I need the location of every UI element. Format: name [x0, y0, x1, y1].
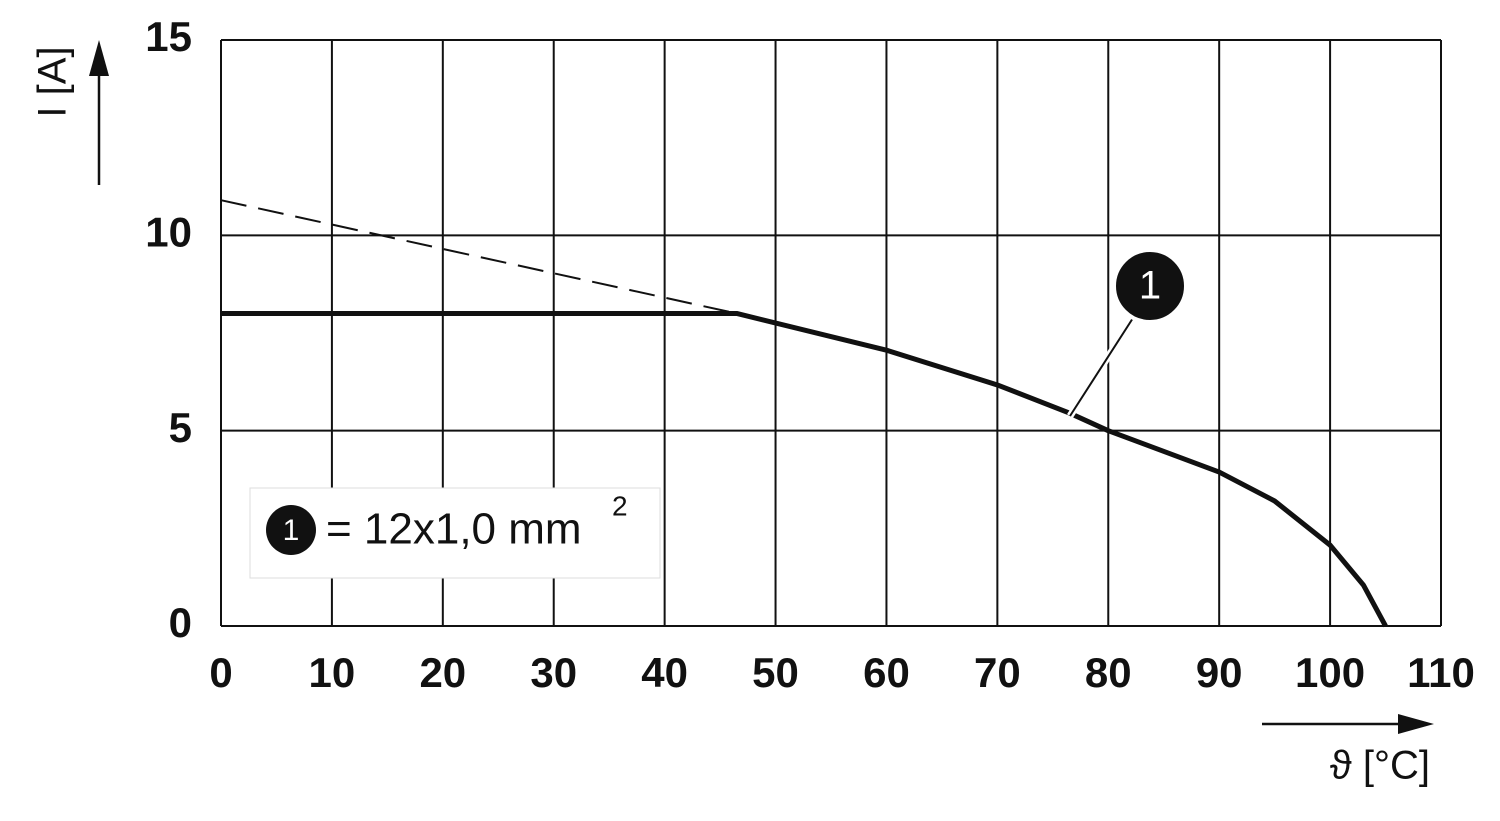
- x-axis-label: ϑ [°C]: [1330, 744, 1430, 788]
- y-tick-label: 10: [145, 208, 192, 255]
- x-tick-label: 100: [1295, 649, 1365, 696]
- legend-superscript: 2: [612, 490, 628, 521]
- x-tick-label: 60: [863, 649, 910, 696]
- y-axis-label: I [A]: [31, 46, 75, 117]
- derating-curve: [221, 310, 1388, 628]
- y-tick-label: 5: [169, 404, 192, 451]
- legend-marker: [266, 505, 316, 555]
- x-tick-label: 0: [209, 649, 232, 696]
- callout-leader: [1069, 317, 1134, 417]
- legend-box: [249, 487, 661, 579]
- callout-label: 1: [1139, 264, 1161, 308]
- y-axis-arrowhead: [89, 40, 109, 76]
- x-tick-label: 20: [419, 649, 466, 696]
- x-tick-label: 30: [530, 649, 577, 696]
- x-axis-arrowhead: [1398, 714, 1434, 734]
- y-tick-label: 0: [169, 599, 192, 646]
- callout-marker: [1112, 248, 1188, 324]
- x-tick-label: 90: [1196, 649, 1243, 696]
- x-tick-label: 40: [641, 649, 688, 696]
- legend-marker-label: 1: [283, 514, 300, 547]
- dashed-line: [220, 199, 737, 315]
- x-tick-label: 110: [1407, 649, 1475, 696]
- x-tick-label: 70: [974, 649, 1021, 696]
- x-tick-label: 10: [309, 649, 356, 696]
- x-tick-label: 80: [1085, 649, 1132, 696]
- y-tick-label: 15: [145, 13, 192, 60]
- legend-text: = 12x1,0 mm: [326, 505, 582, 554]
- x-tick-label: 50: [752, 649, 799, 696]
